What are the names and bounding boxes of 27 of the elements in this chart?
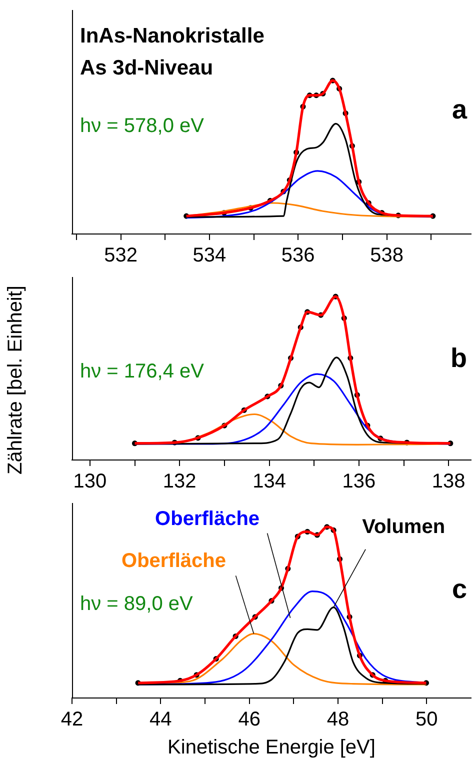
x-tick-label: 48 <box>326 708 350 731</box>
text: Oberfläche <box>155 508 260 530</box>
annotation: hν = 578,0 eV <box>80 114 205 137</box>
annotation: a <box>452 94 468 124</box>
x-tick-label: 44 <box>150 708 172 731</box>
x-tick-label: 138 <box>432 470 466 493</box>
x-tick-label: 50 <box>416 708 438 731</box>
annotation: c <box>452 574 467 604</box>
chart-subtitle: As 3d-Niveau <box>80 56 214 80</box>
x-tick-label: 42 <box>60 708 84 731</box>
x-tick-label: 46 <box>238 708 260 731</box>
x-axis-title: Kinetische Energie [eV] <box>168 736 376 759</box>
annotation: hν = 176,4 eV <box>80 360 205 383</box>
y-axis-title: Zählrate [bel. Einheit] <box>4 286 28 474</box>
x-tick-label: 532 <box>104 244 138 267</box>
x-tick-label: 536 <box>281 244 315 267</box>
x-tick-label: 538 <box>370 244 404 267</box>
annotation: b <box>450 342 467 373</box>
chart-title: InAs-Nanokristalle <box>80 24 264 48</box>
x-tick-label: 134 <box>252 470 286 493</box>
x-tick-label: 130 <box>73 470 107 493</box>
x-tick-label: 534 <box>192 244 226 267</box>
text: Volumen <box>362 516 446 538</box>
x-tick-label: 132 <box>162 470 196 493</box>
x-tick-label: 136 <box>342 470 376 493</box>
text: Oberfläche <box>122 550 226 572</box>
annotation: hν = 89,0 eV <box>80 592 194 615</box>
